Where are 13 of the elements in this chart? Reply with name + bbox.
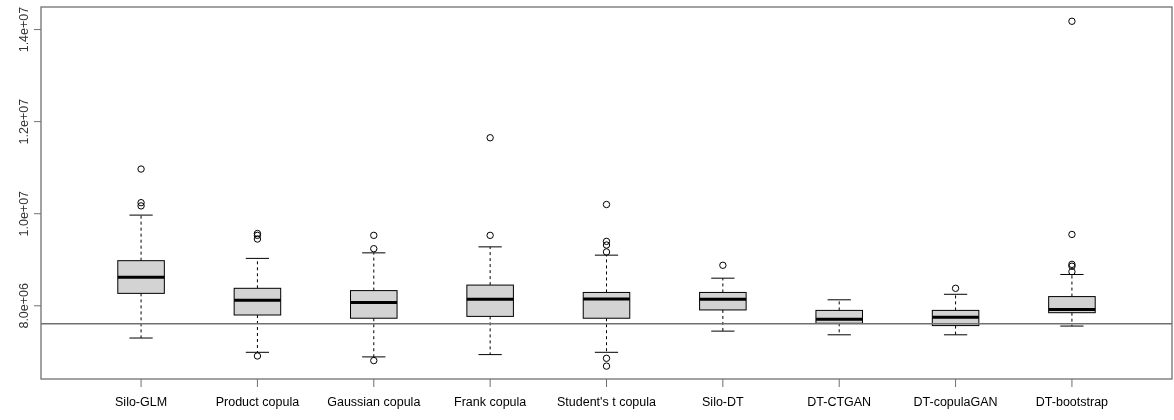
x-tick-label: Product copula [215,395,300,409]
y-tick-label: 1.4e+07 [17,6,31,53]
x-tick-label: Silo-GLM [115,395,168,409]
y-tick-label: 8.0e+06 [17,282,31,329]
x-tick-label: Gaussian copula [327,395,421,409]
x-tick-label: Frank copula [454,395,527,409]
x-tick-label: Silo-DT [702,395,745,409]
x-tick-label: DT-copulaGAN [913,395,998,409]
x-tick-label: DT-bootstrap [1035,395,1109,409]
y-tick-label: 1.2e+07 [17,98,31,145]
x-tick-label: Student's t copula [557,395,657,409]
x-tick-label: DT-CTGAN [807,395,872,409]
y-tick-label: 1.0e+07 [17,190,31,237]
